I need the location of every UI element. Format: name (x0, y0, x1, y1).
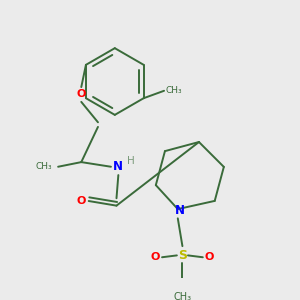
Text: O: O (205, 252, 214, 262)
Text: N: N (175, 204, 184, 218)
Text: CH₃: CH₃ (173, 292, 191, 300)
Text: S: S (178, 249, 187, 262)
Text: N: N (113, 160, 123, 173)
Text: CH₃: CH₃ (166, 86, 182, 95)
Text: O: O (76, 89, 86, 100)
Text: O: O (151, 252, 160, 262)
Text: O: O (76, 196, 86, 206)
Text: H: H (128, 156, 135, 166)
Text: CH₃: CH₃ (35, 162, 52, 171)
